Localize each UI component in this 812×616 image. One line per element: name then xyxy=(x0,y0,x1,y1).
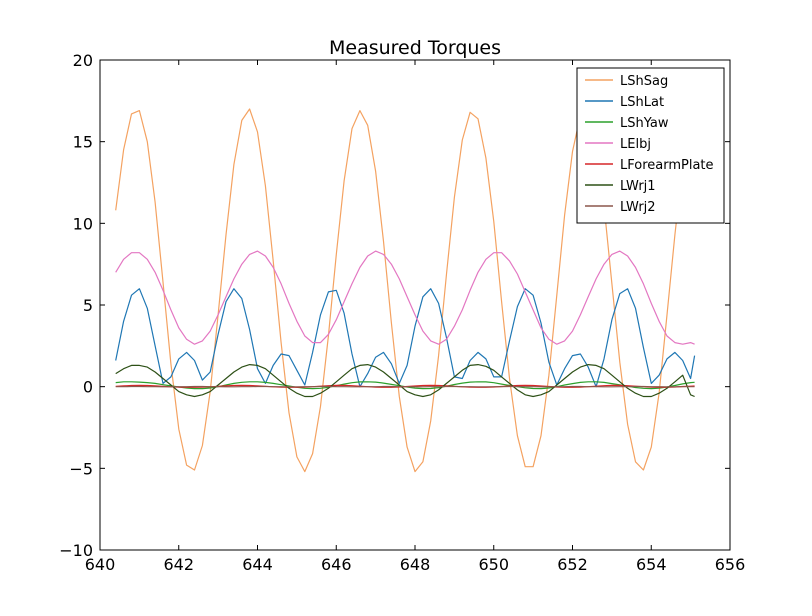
legend-label-lshsag: LShSag xyxy=(620,74,668,89)
x-tick-label: 652 xyxy=(557,555,588,574)
legend-label-lwrj2: LWrj2 xyxy=(620,200,656,215)
x-tick-label: 650 xyxy=(478,555,509,574)
legend-label-lshlat: LShLat xyxy=(620,95,664,110)
x-tick-label: 656 xyxy=(715,555,746,574)
y-tick-label: 0 xyxy=(83,378,93,397)
y-tick-label: 5 xyxy=(83,296,93,315)
legend-label-lelbj: LElbj xyxy=(620,137,651,152)
x-tick-label: 644 xyxy=(242,555,273,574)
legend-label-lshyaw: LShYaw xyxy=(620,116,669,131)
x-tick-label: 646 xyxy=(321,555,352,574)
x-tick-label: 648 xyxy=(400,555,431,574)
y-tick-label: 15 xyxy=(73,133,93,152)
y-tick-label: −10 xyxy=(59,541,93,560)
series-line-lelbj xyxy=(116,251,695,344)
x-tick-label: 654 xyxy=(636,555,667,574)
legend-label-lforearmplate: LForearmPlate xyxy=(620,158,714,173)
legend-label-lwrj1: LWrj1 xyxy=(620,179,656,194)
y-tick-label: 20 xyxy=(73,51,93,70)
y-tick-label: 10 xyxy=(73,214,93,233)
chart-title: Measured Torques xyxy=(329,37,501,59)
y-tick-label: −5 xyxy=(69,459,93,478)
x-tick-label: 642 xyxy=(163,555,194,574)
legend: LShSag LShLat LShYaw LElbj LForearmPlate LWrj… xyxy=(577,68,724,223)
